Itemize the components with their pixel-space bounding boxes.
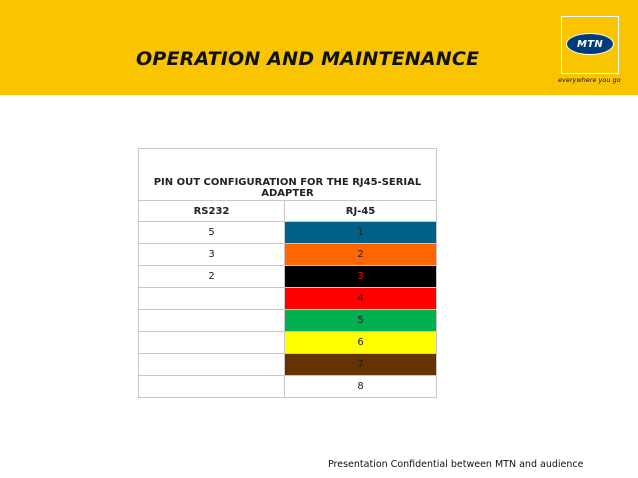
rj45-pin-cell: 2 [284,243,437,266]
mtn-logo-oval: MTN [566,33,614,55]
table-row: 6 [138,331,437,354]
table-row: 4 [138,287,437,310]
brand-tagline: everywhere you go [558,76,621,84]
mtn-logo: MTN [561,16,619,74]
rj45-pin-cell: 4 [284,287,437,310]
header-banner: OPERATION AND MAINTENANCE MTN everywhere… [0,0,638,95]
column-header-rs232: RS232 [138,200,285,222]
rj45-pin-cell: 8 [284,375,437,398]
rj45-pin-cell: 6 [284,331,437,354]
mtn-logo-text: MTN [576,38,604,50]
table-caption-row: PIN OUT CONFIGURATION FOR THE RJ45-SERIA… [138,148,437,201]
rs232-pin-cell [138,375,285,398]
table-row: 5 [138,309,437,332]
rs232-pin-cell [138,287,285,310]
rj45-pin-cell: 5 [284,309,437,332]
rj45-pin-cell: 3 [284,265,437,288]
table-row: 8 [138,375,437,398]
rs232-pin-cell: 2 [138,265,285,288]
rs232-pin-cell: 5 [138,221,285,244]
rs232-pin-cell [138,353,285,376]
rj45-pin-cell: 7 [284,353,437,376]
pinout-table: PIN OUT CONFIGURATION FOR THE RJ45-SERIA… [138,148,437,398]
footer-confidential-note: Presentation Confidential between MTN an… [328,459,584,470]
rs232-pin-cell [138,309,285,332]
column-header-rj45: RJ-45 [284,200,437,222]
table-header-row: RS232 RJ-45 [138,200,437,222]
page-title: OPERATION AND MAINTENANCE [136,48,480,70]
table-caption: PIN OUT CONFIGURATION FOR THE RJ45-SERIA… [138,148,437,201]
rj45-pin-cell: 1 [284,221,437,244]
rs232-pin-cell: 3 [138,243,285,266]
rs232-pin-cell [138,331,285,354]
table-row: 7 [138,353,437,376]
